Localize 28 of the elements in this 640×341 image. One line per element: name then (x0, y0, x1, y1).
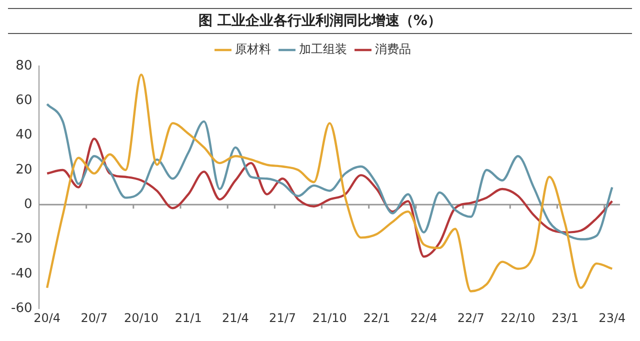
x-tick-label: 21/7 (269, 310, 296, 325)
line-series (46, 103, 614, 240)
y-tick-label: 40 (16, 128, 32, 143)
x-tick-label: 20/10 (124, 310, 159, 325)
x-tick-label: 22/1 (363, 310, 390, 325)
x-tick-label: 23/1 (552, 310, 579, 325)
y-tick-label: -20 (11, 232, 32, 247)
x-tick-label: 22/4 (410, 310, 438, 325)
x-tick-label: 20/4 (34, 310, 61, 325)
y-tick-label: 20 (16, 162, 32, 178)
y-tick-label: -60 (11, 300, 32, 316)
legend-label: 加工组装 (299, 42, 347, 56)
y-tick-label: -40 (11, 266, 32, 282)
x-tick-label: 21/10 (312, 310, 347, 325)
y-tick-label: 60 (16, 93, 32, 108)
chart-title: 图 工业企业各行业利润同比增速（%） (8, 8, 632, 34)
line-series (46, 74, 614, 292)
y-tick-label: 0 (24, 197, 32, 212)
x-tick-label: 21/1 (174, 310, 202, 325)
legend-label: 原材料 (235, 42, 271, 56)
x-tick-label: 20/7 (80, 310, 108, 325)
x-tick-label: 23/4 (598, 310, 626, 325)
x-tick-label: 22/7 (457, 310, 484, 325)
line-series (46, 138, 614, 258)
legend-label: 消费品 (375, 42, 411, 56)
x-tick-label: 22/10 (500, 310, 536, 325)
y-tick-label: 80 (16, 58, 32, 74)
x-tick-label: 21/4 (222, 310, 249, 325)
